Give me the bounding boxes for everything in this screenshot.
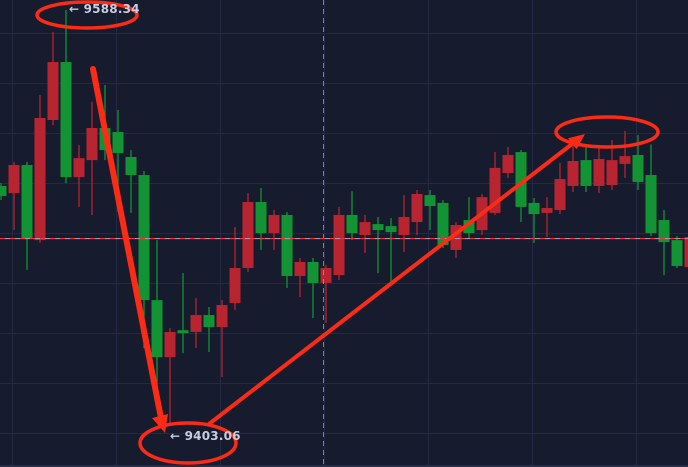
candle-body-up	[21, 165, 33, 239]
candle-body-up	[177, 330, 189, 334]
swing-high-price-label: ← 9588.34	[69, 2, 140, 16]
candle-body-down	[268, 214, 280, 233]
annotation-ellipse-target-circle[interactable]	[554, 115, 660, 149]
candle-body-up	[437, 202, 449, 246]
candle-body-down	[593, 158, 605, 186]
candle-body-up	[658, 220, 670, 243]
annotation-up-arrow-head[interactable]	[568, 134, 585, 150]
candle-body-up	[528, 202, 540, 215]
candle-body-down	[567, 161, 579, 186]
candle-body-down	[619, 156, 631, 164]
candle-body-down	[411, 193, 423, 223]
candle-body-down	[242, 202, 254, 268]
candle-body-down	[489, 167, 501, 213]
candle-body-down	[684, 237, 688, 268]
candles	[0, 10, 688, 423]
annotation-down-arrow-head[interactable]	[152, 414, 168, 433]
candle-body-down	[229, 267, 241, 303]
candle-body-up	[385, 226, 397, 233]
annotation-ellipse-high-circle[interactable]	[35, 0, 139, 30]
candle-body-down	[86, 128, 98, 161]
candle-body-down	[190, 315, 202, 332]
candle-body-down	[320, 267, 332, 283]
candle-body-up	[515, 152, 527, 207]
candle-body-down	[73, 158, 85, 178]
candle-body-down	[554, 179, 566, 211]
candle-body-down	[541, 208, 553, 213]
candle-body-up	[203, 315, 215, 328]
candle-body-up	[307, 261, 319, 283]
swing-low-price-label: ← 9403.06	[170, 429, 241, 443]
candle-body-down	[398, 216, 410, 236]
candle-body-up	[125, 156, 137, 176]
candle-body-up	[60, 62, 72, 178]
candle-body-up	[645, 175, 657, 233]
candle-body-down	[450, 224, 462, 250]
candle-body-down	[502, 154, 514, 174]
annotation-down-arrow-shaft[interactable]	[90, 66, 164, 421]
candle-body-up	[255, 202, 267, 233]
candle-body-down	[47, 62, 59, 120]
drawing-annotations	[35, 0, 660, 465]
candle-body-down	[34, 117, 46, 241]
candle-body-up	[151, 300, 163, 358]
candle-body-up	[671, 240, 683, 266]
chart-bottom-edge	[0, 465, 688, 467]
candle-body-up	[138, 175, 150, 301]
candle-body-up	[372, 224, 384, 231]
candle-body-up	[424, 195, 436, 207]
candle-body-up	[632, 154, 644, 182]
candle-body-down	[8, 165, 20, 194]
candle-body-up	[112, 132, 124, 153]
candle-body-down	[294, 261, 306, 277]
candle-body-down	[359, 222, 371, 236]
candle-body-up	[580, 160, 592, 186]
candle-body-down	[606, 160, 618, 186]
candle-body-down	[333, 214, 345, 276]
candle-body-up	[346, 214, 358, 233]
candle-body-up	[463, 220, 475, 233]
candle-body-down	[216, 304, 228, 328]
candle-body-down	[164, 331, 176, 358]
annotation-ellipse-low-circle[interactable]	[138, 421, 238, 465]
annotation-up-arrow-shaft[interactable]	[207, 142, 574, 426]
candle-body-up	[281, 214, 293, 277]
candle-body-up	[0, 185, 7, 196]
